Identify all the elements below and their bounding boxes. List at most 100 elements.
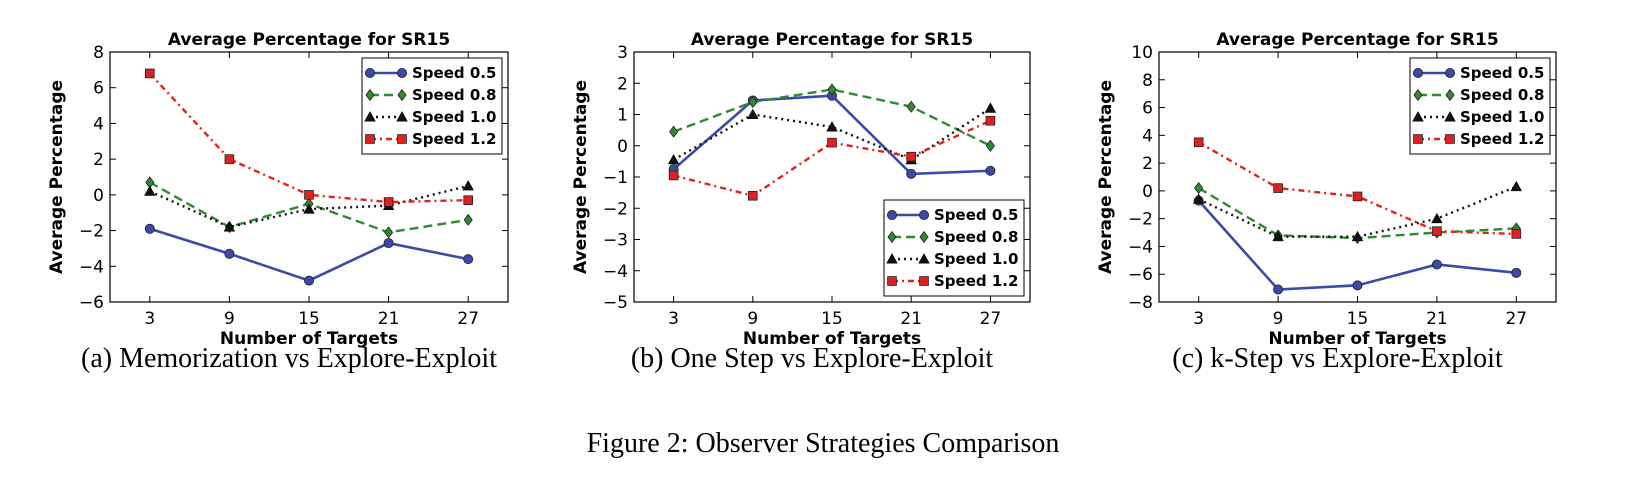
data-point xyxy=(668,170,679,181)
data-point xyxy=(1432,226,1442,236)
legend-marker xyxy=(364,68,375,79)
legend-marker xyxy=(887,230,897,244)
data-point xyxy=(144,68,155,79)
legend-marker xyxy=(886,253,898,264)
series-4 xyxy=(144,68,473,207)
data-point xyxy=(985,139,995,152)
legend-entry: Speed 1.2 xyxy=(1460,130,1544,148)
chart-panel-1: −6 −4 −2 0 2 4 6 8 3 9 15 21 27 Average Percentage fo… xyxy=(47,30,509,374)
data-point xyxy=(826,121,838,132)
legend-entry: Speed 0.5 xyxy=(1460,64,1544,82)
data-point xyxy=(1351,230,1364,242)
data-point xyxy=(1193,137,1204,148)
legend-marker xyxy=(1445,88,1455,102)
y-tick-label: −2 xyxy=(1128,210,1153,230)
legend-marker xyxy=(887,209,898,220)
legend-entry: Speed 0.8 xyxy=(934,228,1018,246)
y-tick-label: 8 xyxy=(93,43,104,63)
legend-marker xyxy=(919,276,929,286)
y-tick-label: −8 xyxy=(1128,293,1153,313)
legend-marker xyxy=(918,253,930,264)
data-point xyxy=(748,190,758,201)
legend: Speed 0.5 Speed 0.8 Speed 1.0 Speed 1.2 xyxy=(361,57,503,155)
legend-marker xyxy=(1412,111,1424,122)
data-point xyxy=(1273,183,1283,193)
legend-entry: Speed 0.5 xyxy=(934,206,1018,224)
x-tick-label: 21 xyxy=(900,309,922,329)
y-tick-label: −1 xyxy=(603,168,628,188)
data-point xyxy=(224,154,235,164)
x-tick-label: 3 xyxy=(1193,309,1204,329)
data-point xyxy=(1352,191,1363,202)
legend-marker xyxy=(397,88,407,102)
data-point xyxy=(984,102,997,113)
x-tick-label: 3 xyxy=(668,309,679,329)
data-point xyxy=(985,115,996,126)
data-point xyxy=(906,168,917,179)
data-point xyxy=(224,248,235,259)
y-tick-label: −2 xyxy=(79,222,104,242)
y-tick-label: −2 xyxy=(603,199,628,219)
x-axis-label: Number of Targets xyxy=(1268,329,1446,349)
chart-panel-2: −5 −4 −3 −2 −1 0 1 2 3 3 9 15 21 27 Average Percentage… xyxy=(571,30,1031,374)
y-tick-label: 10 xyxy=(1131,43,1153,63)
chart-title: Average Percentage for SR15 xyxy=(691,30,973,50)
legend-entry: Speed 1.2 xyxy=(934,272,1018,290)
series-3 xyxy=(1192,180,1523,242)
data-point xyxy=(1510,180,1523,192)
x-tick-label: 15 xyxy=(298,309,320,329)
subfigure-caption: (b) One Step vs Explore-Exploit xyxy=(631,343,994,374)
data-point xyxy=(223,221,236,232)
x-tick-label: 9 xyxy=(224,309,235,329)
data-point xyxy=(1273,284,1284,295)
x-tick-label: 9 xyxy=(747,309,758,329)
chart-title: Average Percentage for SR15 xyxy=(1216,30,1498,50)
data-point xyxy=(144,185,156,196)
y-tick-label: 0 xyxy=(1142,182,1153,202)
series-line xyxy=(673,88,991,147)
figure-caption: Figure 2: Observer Strategies Comparison xyxy=(587,428,1060,459)
x-tick-label: 15 xyxy=(821,309,843,329)
data-point xyxy=(463,254,474,265)
legend-marker xyxy=(1445,68,1456,79)
y-tick-label: 6 xyxy=(93,79,104,99)
data-point xyxy=(1192,193,1205,204)
legend-marker xyxy=(1445,134,1455,144)
y-tick-label: 4 xyxy=(93,114,104,134)
data-point xyxy=(383,197,394,207)
legend-marker xyxy=(1413,88,1423,102)
y-tick-label: 0 xyxy=(617,137,628,157)
y-axis-label: Average Percentage xyxy=(1096,80,1116,274)
y-axis-label: Average Percentage xyxy=(571,80,591,274)
series-4 xyxy=(668,115,996,201)
chart-title: Average Percentage for SR15 xyxy=(168,30,450,50)
x-tick-label: 21 xyxy=(378,309,400,329)
y-tick-label: 4 xyxy=(1142,126,1153,146)
y-tick-label: 1 xyxy=(617,106,628,126)
y-tick-label: −6 xyxy=(79,293,104,313)
legend-marker xyxy=(1413,134,1423,144)
data-point xyxy=(1431,212,1443,224)
legend-marker xyxy=(396,111,408,122)
legend-entry: Speed 0.8 xyxy=(412,86,496,104)
y-tick-label: 2 xyxy=(1142,154,1153,174)
data-point xyxy=(747,108,759,119)
x-axis-label: Number of Targets xyxy=(743,329,921,349)
legend-marker xyxy=(919,209,930,220)
data-point xyxy=(748,95,758,109)
series-line xyxy=(673,107,992,162)
legend-entry: Speed 0.5 xyxy=(412,64,496,82)
y-axis-label: Average Percentage xyxy=(47,80,67,274)
data-point xyxy=(144,223,155,234)
data-point xyxy=(463,213,473,226)
data-point xyxy=(1511,229,1522,239)
data-point xyxy=(1272,230,1284,242)
y-tick-label: −5 xyxy=(603,293,628,313)
x-tick-label: 9 xyxy=(1273,309,1284,329)
legend-entry: Speed 1.2 xyxy=(412,130,496,148)
data-point xyxy=(462,180,474,191)
y-tick-label: 6 xyxy=(1142,99,1153,119)
data-point xyxy=(827,83,837,96)
data-point xyxy=(906,100,916,113)
chart-panel-3: −8 −6 −4 −2 0 2 4 6 8 10 3 9 15 21 27 Average Percentag… xyxy=(1096,30,1557,374)
